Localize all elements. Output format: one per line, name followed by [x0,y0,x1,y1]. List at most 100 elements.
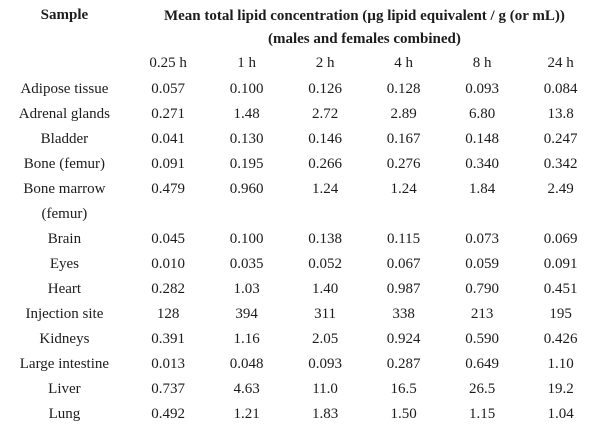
value-cell: 0.391 [151,331,185,347]
value-cell: 2.89 [390,106,417,122]
main-header-line2: (males and females combined) [267,31,461,47]
value-cell: 0.057 [151,81,185,97]
value-cell: 19.2 [547,381,574,397]
value-cell: 26.5 [468,381,496,397]
value-cell: 0.340 [465,156,499,172]
sample-column-header: Sample [40,7,89,23]
value-cell: 0.195 [229,156,264,172]
sample-cell: Injection site [25,306,104,322]
value-cell: 0.960 [229,181,264,197]
table-row: Liver 0.737 4.63 11.0 16.5 26.5 19.2 [0,377,600,402]
sample-cell: Heart [47,281,82,297]
value-cell: 0.128 [386,81,421,97]
value-cell: 0.148 [465,131,499,147]
sample-cell: Liver [48,381,81,397]
time-header-1h: 1 h [237,55,256,71]
value-cell: 0.426 [543,331,578,347]
value-cell: 195 [549,306,572,322]
value-cell: 213 [470,306,494,322]
value-cell: 0.492 [151,406,185,422]
value-cell: 0.093 [465,81,499,97]
value-cell: 2.05 [311,331,339,347]
value-cell: 1.40 [311,281,339,297]
value-cell: 0.048 [229,356,264,372]
value-cell: 0.100 [229,81,264,97]
value-cell: 0.282 [151,281,185,297]
value-cell: 0.276 [386,156,421,172]
value-cell: 0.451 [543,281,578,297]
table-row: Kidneys 0.391 1.16 2.05 0.924 0.590 0.426 [0,327,600,352]
value-cell: 1.10 [547,356,574,372]
table-row: Bone (femur) 0.091 0.195 0.266 0.276 0.340 0.3… [0,152,600,177]
value-cell: 394 [235,306,258,322]
sample-cell: Kidneys [39,331,90,347]
sample-cell: Adrenal glands [18,106,111,122]
value-cell: 1.15 [468,406,496,422]
time-header-4h: 4 h [394,55,413,71]
value-cell: 0.069 [543,231,578,247]
value-cell: 0.067 [386,256,421,272]
value-cell: 0.130 [229,131,264,147]
value-cell: 1.24 [311,181,339,197]
table-row: Heart 0.282 1.03 1.40 0.987 0.790 0.451 [0,277,600,302]
value-cell: 13.8 [547,106,574,122]
value-cell: 0.271 [151,106,185,122]
value-cell: 1.04 [547,406,574,422]
value-cell: 0.100 [229,231,264,247]
sample-cell: Bone marrow (femur) [23,181,106,222]
table-row: Large intestine 0.013 0.048 0.093 0.287 0.649… [0,352,600,377]
value-cell: 1.48 [233,106,260,122]
value-cell: 1.03 [233,281,260,297]
sample-cell: Lung [48,406,81,422]
value-cell: 311 [314,306,337,322]
value-cell: 0.035 [229,256,264,272]
value-cell: 0.146 [308,131,342,147]
value-cell: 0.059 [465,256,499,272]
value-cell: 0.987 [386,281,421,297]
table-row: Eyes 0.010 0.035 0.052 0.067 0.059 0.091 [0,252,600,277]
table-row: Bone marrow (femur) 0.479 0.960 1.24 1.24 1.8… [0,177,600,227]
value-cell: 0.091 [151,156,185,172]
value-cell: 0.590 [465,331,499,347]
value-cell: 0.247 [543,131,578,147]
value-cell: 2.49 [547,181,574,197]
value-cell: 1.24 [390,181,417,197]
table-body: Adipose tissue 0.057 0.100 0.126 0.128 0.093 0… [0,77,600,427]
table-row: Adrenal glands 0.271 1.48 2.72 2.89 6.80 13.8 [0,102,600,127]
table-row: Injection site 128 394 311 338 213 195 [0,302,600,327]
corner-cell [0,50,129,77]
value-cell: 0.126 [308,81,342,97]
value-cell: 0.073 [465,231,499,247]
time-header-24h: 24 h [547,55,574,71]
main-header-row: Sample Mean total lipid concentration (µ… [0,3,600,50]
value-cell: 16.5 [390,381,417,397]
time-header-row: 0.25 h 1 h 2 h 4 h 8 h 24 h [0,50,600,77]
value-cell: 0.013 [151,356,185,372]
value-cell: 0.287 [386,356,421,372]
time-header-0.25h: 0.25 h [149,55,187,71]
value-cell: 1.21 [233,406,260,422]
value-cell: 0.342 [543,156,578,172]
value-cell: 0.010 [151,256,185,272]
lipid-concentration-table: Sample Mean total lipid concentration (µ… [0,3,600,427]
value-cell: 1.16 [233,331,260,347]
table-row: Bladder 0.041 0.130 0.146 0.167 0.148 0.247 [0,127,600,152]
value-cell: 1.84 [468,181,496,197]
value-cell: 0.115 [386,231,421,247]
value-cell: 0.045 [151,231,185,247]
value-cell: 0.093 [308,356,342,372]
value-cell: 0.266 [308,156,342,172]
value-cell: 2.72 [311,106,339,122]
table-row: Brain 0.045 0.100 0.138 0.115 0.073 0.069 [0,227,600,252]
value-cell: 0.790 [465,281,499,297]
value-cell: 1.50 [390,406,417,422]
time-header-8h: 8 h [472,55,492,71]
sample-cell: Bone (femur) [23,156,106,172]
table-row: Lung 0.492 1.21 1.83 1.50 1.15 1.04 [0,402,600,427]
sample-cell: Eyes [49,256,79,272]
value-cell: 0.138 [308,231,342,247]
value-cell: 11.0 [312,381,338,397]
value-cell: 0.924 [386,331,421,347]
main-header: Mean total lipid concentration (µg lipid… [129,3,600,50]
value-cell: 6.80 [468,106,496,122]
